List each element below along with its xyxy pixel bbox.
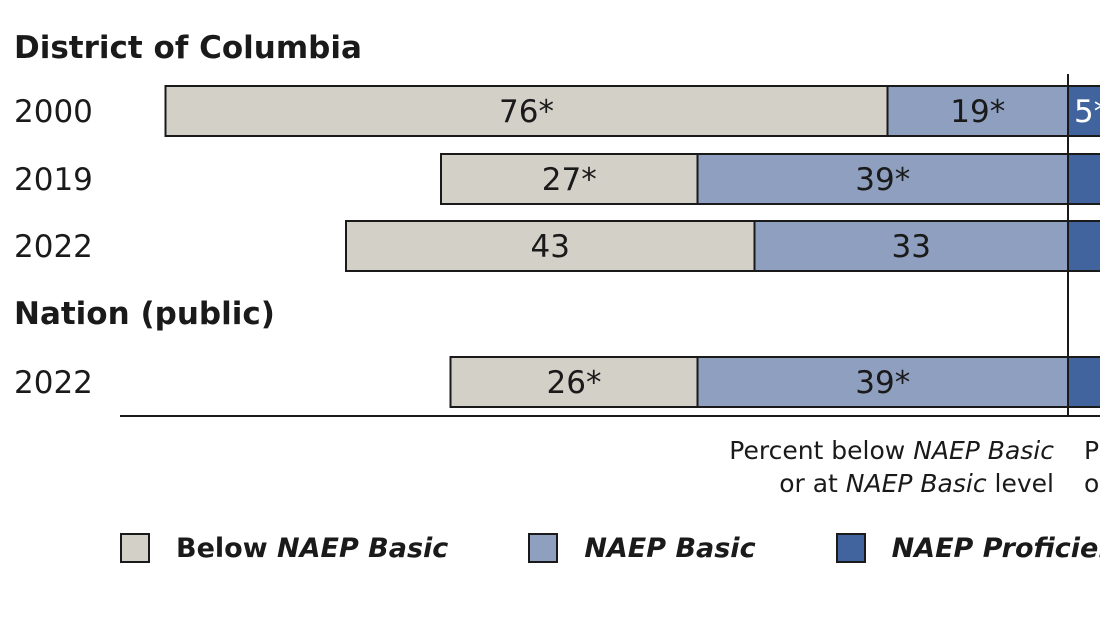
legend-item-basic: NAEP Basic bbox=[528, 532, 756, 564]
row-label-year: 2000 bbox=[14, 94, 93, 130]
legend-label-below-basic: Below NAEP Basic bbox=[176, 533, 448, 564]
axis-label-right-line1: P bbox=[1084, 436, 1100, 465]
legend-swatch-below-basic bbox=[120, 533, 150, 563]
axis-label-line1a: Percent below bbox=[729, 436, 914, 465]
axis-label-line2b: NAEP Basic bbox=[845, 469, 987, 498]
row-label-year: 2022 bbox=[14, 365, 93, 401]
legend-label-below-basic-a: Below bbox=[176, 532, 278, 564]
group-title-dc: District of Columbia bbox=[14, 30, 362, 66]
axis-label-line1b: NAEP Basic bbox=[913, 436, 1054, 465]
legend-label-proficient: NAEP Proficient bbox=[891, 532, 1100, 564]
legend-label-basic: NAEP Basic bbox=[584, 532, 756, 564]
axis-label-right-cut: P o bbox=[1084, 434, 1100, 500]
bar-below-basic bbox=[345, 220, 756, 272]
bar-label-below-basic: 26* bbox=[547, 365, 602, 401]
bar-label-basic: 19* bbox=[950, 94, 1005, 130]
bar-below-basic bbox=[449, 356, 699, 408]
axis-label-line2a: or at bbox=[779, 469, 846, 498]
bar-label-basic: 39* bbox=[855, 365, 910, 401]
bar-label-basic: 39* bbox=[855, 162, 910, 198]
legend-swatch-proficient bbox=[835, 533, 866, 563]
bar-proficient bbox=[1067, 220, 1100, 272]
legend-item-proficient: NAEP Proficient bbox=[835, 532, 1100, 564]
legend-swatch-basic bbox=[528, 533, 559, 563]
bar-below-basic bbox=[164, 85, 889, 137]
bar-basic bbox=[696, 153, 1069, 205]
legend-item-below-basic: Below NAEP Basic bbox=[120, 533, 448, 564]
bar-label-below-basic: 27* bbox=[542, 162, 597, 198]
group-title-nation: Nation (public) bbox=[14, 296, 275, 332]
axis-label-below-basic: Percent below NAEP Basic or at NAEP Basi… bbox=[560, 434, 1054, 500]
legend: Below NAEP Basic NAEP Basic NAEP Profici… bbox=[120, 530, 1100, 566]
bar-label-proficient: 5* bbox=[1074, 94, 1100, 130]
bar-basic bbox=[696, 356, 1069, 408]
bar-label-below-basic: 76* bbox=[499, 94, 554, 130]
bar-label-basic: 33 bbox=[892, 229, 931, 265]
axis-label-line2c: level bbox=[986, 469, 1054, 498]
row-label-year: 2019 bbox=[14, 162, 93, 198]
bar-label-below-basic: 43 bbox=[531, 229, 570, 265]
row-label-year: 2022 bbox=[14, 229, 93, 265]
bar-proficient bbox=[1067, 85, 1100, 137]
axis-label-right-line2: o bbox=[1084, 469, 1100, 498]
bar-proficient bbox=[1067, 153, 1100, 205]
bar-basic bbox=[753, 220, 1069, 272]
bar-proficient bbox=[1067, 356, 1100, 408]
bar-below-basic bbox=[440, 153, 699, 205]
legend-label-below-basic-b: NAEP Basic bbox=[277, 532, 449, 564]
